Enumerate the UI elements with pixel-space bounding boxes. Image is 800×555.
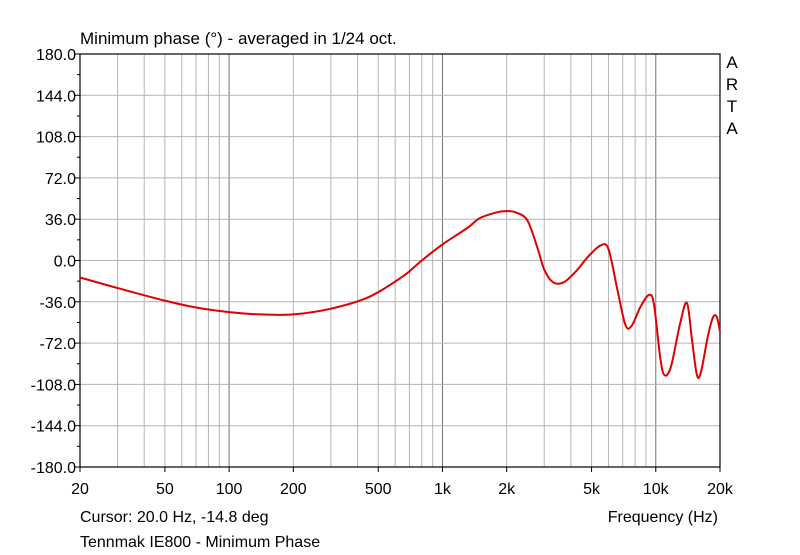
y-tick-label: 180.0 (36, 47, 76, 64)
brand-letter: R (726, 75, 738, 94)
x-tick-label: 20 (71, 481, 89, 498)
series-layer (79, 210, 721, 380)
brand-letter: A (726, 53, 738, 72)
x-tick-label: 2k (498, 481, 516, 498)
x-axis: 20 50 100 200 500 1k 2k 5k 10k 20k (71, 467, 734, 498)
y-tick-label: -36.0 (40, 295, 77, 312)
x-tick-label: 200 (280, 481, 307, 498)
y-tick-label: -108.0 (31, 377, 76, 394)
phase-curve (79, 210, 721, 380)
x-tick-label: 10k (643, 481, 670, 498)
y-tick-label: 108.0 (36, 130, 76, 147)
y-tick-label: 144.0 (36, 88, 76, 105)
brand-label: A R T A (726, 53, 738, 138)
x-axis-label: Frequency (Hz) (608, 509, 718, 526)
brand-letter: T (727, 97, 737, 116)
brand-letter: A (726, 119, 738, 138)
y-tick-label: 0.0 (54, 254, 76, 271)
x-tick-label: 20k (707, 481, 734, 498)
y-tick-label: 72.0 (45, 171, 76, 188)
y-axis: 180.0 144.0 108.0 72.0 36.0 0.0 -36.0 -72.0 -108… (31, 47, 80, 477)
y-tick-label: -144.0 (31, 419, 76, 436)
x-tick-label: 50 (156, 481, 174, 498)
y-tick-label: -180.0 (31, 460, 76, 477)
chart-title: Minimum phase (°) - averaged in 1/24 oct… (80, 29, 397, 48)
y-tick-label: 36.0 (45, 212, 76, 229)
cursor-readout: Cursor: 20.0 Hz, -14.8 deg (80, 509, 269, 526)
footer-label: Tennmak IE800 - Minimum Phase (80, 534, 320, 551)
x-tick-label: 5k (583, 481, 601, 498)
x-tick-label: 500 (365, 481, 392, 498)
grid (80, 54, 720, 467)
x-tick-label: 1k (434, 481, 452, 498)
y-tick-label: -72.0 (40, 336, 77, 353)
x-tick-label: 100 (216, 481, 243, 498)
